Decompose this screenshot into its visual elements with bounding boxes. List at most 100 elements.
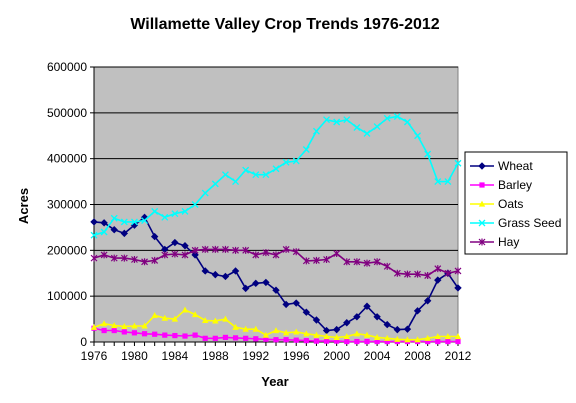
series-barley	[91, 325, 461, 345]
data-point-barley	[364, 338, 370, 345]
data-point-hay	[171, 250, 179, 258]
data-point-oats	[454, 333, 462, 340]
data-point-grass-seed	[100, 228, 108, 236]
legend-label: Hay	[498, 235, 519, 249]
data-point-barley	[222, 334, 229, 341]
data-point-hay	[343, 258, 351, 266]
data-point-barley	[374, 338, 380, 345]
legend-item-hay: Hay	[470, 235, 519, 249]
legend-marker	[478, 200, 486, 207]
data-point-grass-seed	[232, 178, 240, 186]
data-point-grass-seed	[444, 178, 452, 186]
legend: Wheat Barley Oats Grass Seed Hay	[464, 151, 568, 255]
data-point-grass-seed	[373, 123, 381, 131]
data-point-wheat	[241, 284, 250, 293]
data-point-barley	[131, 330, 138, 336]
data-point-wheat	[252, 279, 260, 288]
x-axis-label: Year	[261, 374, 288, 389]
legend-item-oats: Oats	[470, 197, 523, 211]
data-point-wheat	[312, 316, 321, 324]
data-point-hay	[313, 256, 320, 264]
data-point-barley	[455, 338, 461, 345]
data-point-barley	[263, 336, 269, 342]
data-point-wheat	[292, 299, 300, 307]
data-point-oats	[191, 311, 199, 318]
data-point-oats	[282, 329, 290, 336]
data-point-hay	[434, 265, 442, 273]
x-tick-labels: 1976 1980 1984 1988 1992 1996 2000 2004 2008 2012	[81, 349, 472, 363]
data-point-barley	[253, 336, 259, 342]
data-point-oats	[434, 333, 441, 340]
data-point-grass-seed	[323, 116, 331, 124]
x-tick-label: 1984	[162, 349, 189, 363]
legend-marker	[479, 182, 485, 188]
data-point-hay	[131, 256, 138, 263]
series-wheat	[90, 213, 462, 335]
data-point-hay	[454, 267, 462, 275]
legend-marker	[478, 238, 486, 246]
data-point-hay	[211, 245, 219, 253]
data-point-hay	[373, 258, 381, 266]
data-point-grass-seed	[282, 158, 290, 166]
data-point-grass-seed	[151, 207, 159, 215]
data-point-oats	[414, 336, 421, 343]
legend-item-barley: Barley	[470, 178, 532, 192]
legend-marker	[478, 162, 486, 170]
data-point-barley	[172, 332, 178, 339]
y-tick-label: 300000	[47, 198, 87, 212]
data-point-grass-seed	[90, 231, 98, 239]
data-point-hay	[100, 251, 108, 259]
y-tick-label: 0	[80, 335, 87, 349]
data-point-hay	[292, 248, 300, 256]
data-point-oats	[252, 325, 259, 332]
data-point-grass-seed	[383, 114, 391, 122]
data-point-wheat	[434, 276, 442, 284]
data-point-barley	[323, 338, 330, 344]
data-point-oats	[242, 325, 249, 332]
data-point-oats	[161, 314, 168, 321]
data-point-oats	[262, 331, 270, 338]
data-point-grass-seed	[161, 213, 169, 221]
legend-label: Wheat	[498, 159, 533, 173]
x-tick-label: 1976	[81, 349, 108, 363]
data-point-oats	[404, 336, 411, 343]
data-point-wheat	[393, 325, 402, 334]
y-tick-label: 600000	[47, 60, 87, 74]
data-point-wheat	[262, 278, 270, 287]
data-point-wheat	[110, 226, 118, 234]
data-point-oats	[202, 317, 209, 324]
legend-label: Barley	[498, 178, 532, 192]
data-point-hay	[141, 258, 148, 266]
data-point-barley	[435, 338, 441, 345]
data-point-oats	[363, 331, 371, 338]
data-point-oats	[100, 320, 108, 327]
data-point-wheat	[403, 325, 412, 333]
data-point-grass-seed	[120, 218, 128, 226]
data-point-oats	[373, 334, 381, 341]
legend-marker	[478, 219, 486, 227]
data-point-oats	[131, 322, 138, 329]
legend-item-wheat: Wheat	[470, 159, 533, 173]
data-point-oats	[171, 315, 179, 322]
data-point-oats	[141, 322, 148, 329]
data-point-barley	[384, 338, 390, 345]
data-point-grass-seed	[181, 207, 189, 215]
data-point-oats	[293, 328, 300, 335]
data-point-grass-seed	[424, 150, 432, 158]
data-point-hay	[120, 254, 128, 262]
legend-item-grass-seed: Grass Seed	[470, 216, 561, 230]
data-point-oats	[111, 322, 118, 329]
data-point-oats	[303, 330, 310, 337]
data-point-wheat	[100, 219, 108, 227]
data-point-barley	[334, 338, 340, 344]
data-point-oats	[222, 315, 229, 322]
data-point-hay	[90, 254, 98, 262]
legend-label: Grass Seed	[498, 216, 561, 230]
data-point-barley	[313, 338, 320, 344]
data-point-grass-seed	[333, 118, 341, 126]
data-point-grass-seed	[454, 159, 462, 167]
data-point-hay	[393, 269, 401, 277]
data-point-hay	[262, 249, 270, 257]
data-point-wheat	[423, 297, 432, 305]
y-tick-label: 100000	[47, 289, 87, 303]
